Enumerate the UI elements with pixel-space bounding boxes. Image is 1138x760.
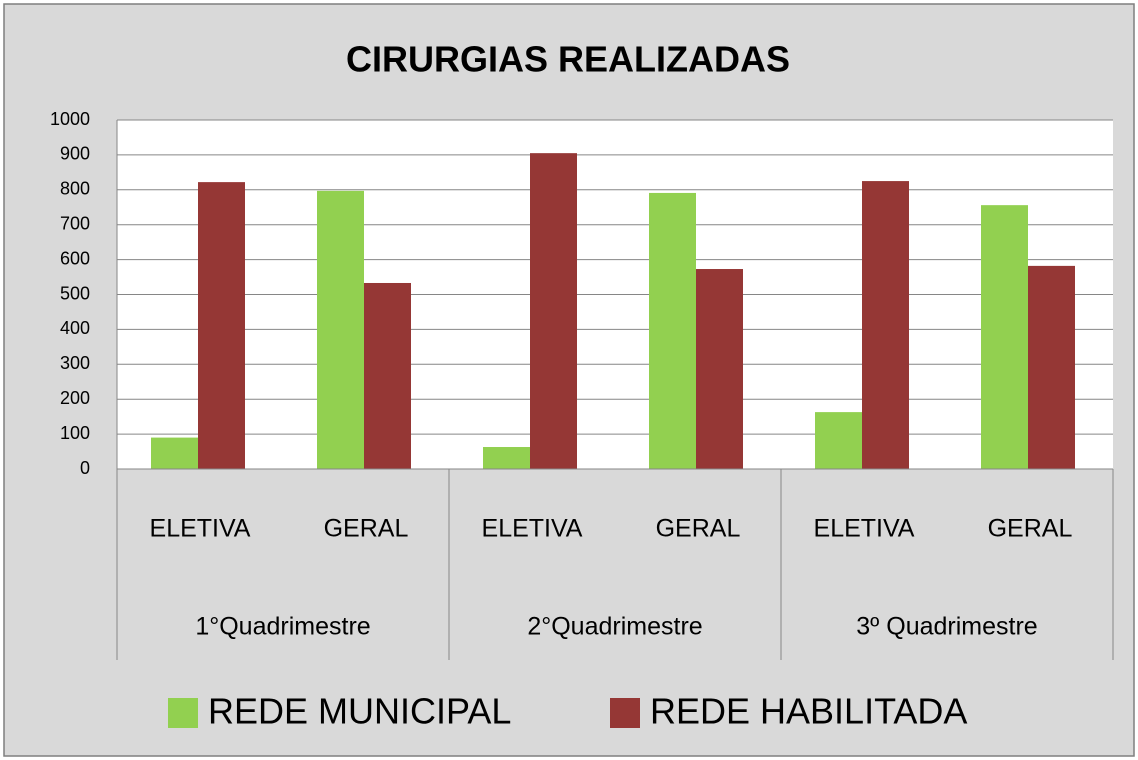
- x-tick-label: ELETIVA: [482, 515, 583, 543]
- bar: [862, 181, 909, 469]
- chart-title: CIRURGIAS REALIZADAS: [346, 39, 790, 80]
- x-tick-label: GERAL: [324, 515, 409, 543]
- group-label: 1°Quadrimestre: [195, 613, 370, 641]
- y-tick-label: 0: [80, 458, 90, 478]
- bar: [815, 412, 862, 469]
- y-tick-label: 1000: [50, 109, 90, 129]
- x-tick-label: GERAL: [656, 515, 741, 543]
- bar: [198, 182, 245, 469]
- legend-swatch: [610, 698, 640, 728]
- y-tick-label: 300: [60, 353, 90, 373]
- bar: [317, 190, 364, 470]
- x-tick-label: GERAL: [988, 515, 1073, 543]
- bar: [1028, 265, 1075, 469]
- group-label: 3º Quadrimestre: [856, 613, 1037, 641]
- y-tick-label: 600: [60, 248, 90, 268]
- bar: [981, 205, 1028, 469]
- legend-label: REDE HABILITADA: [650, 691, 967, 732]
- y-tick-label: 200: [60, 388, 90, 408]
- y-tick-label: 400: [60, 318, 90, 338]
- bar: [530, 153, 577, 469]
- bar: [696, 269, 743, 469]
- group-label: 2°Quadrimestre: [527, 613, 702, 641]
- legend-label: REDE MUNICIPAL: [208, 691, 511, 732]
- bar: [364, 282, 411, 469]
- bar: [649, 192, 696, 470]
- x-tick-label: ELETIVA: [814, 515, 915, 543]
- legend-swatch: [168, 698, 198, 728]
- y-tick-label: 500: [60, 283, 90, 303]
- bar: [151, 437, 198, 469]
- y-tick-label: 800: [60, 179, 90, 199]
- y-tick-label: 100: [60, 423, 90, 443]
- y-tick-label: 900: [60, 144, 90, 164]
- x-tick-label: ELETIVA: [150, 515, 251, 543]
- bar: [483, 447, 530, 469]
- y-tick-label: 700: [60, 213, 90, 233]
